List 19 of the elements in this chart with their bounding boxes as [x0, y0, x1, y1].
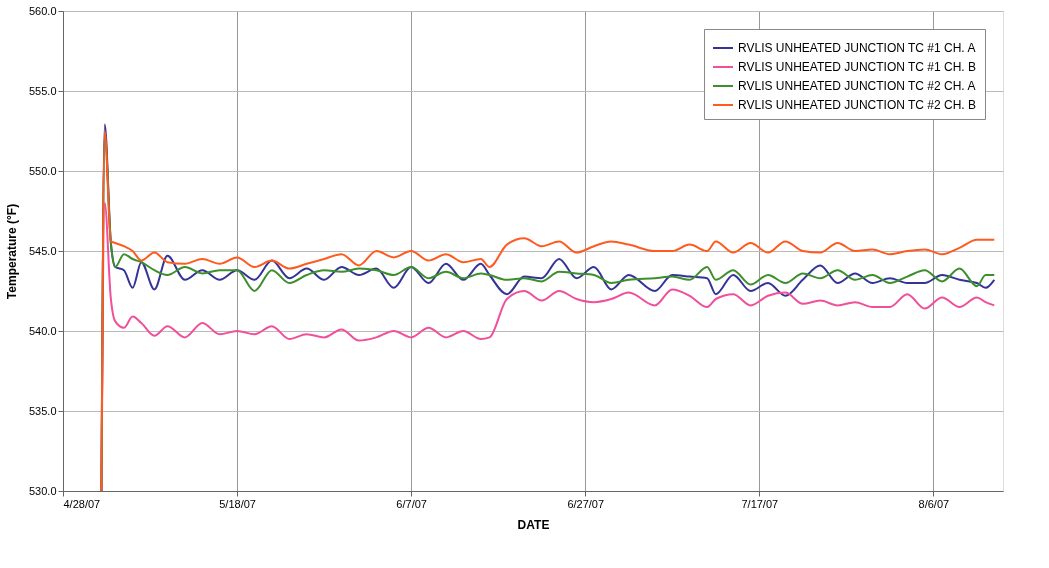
y-tick-label: 560.0 — [28, 4, 57, 17]
y-tick-label: 550.0 — [28, 164, 57, 177]
y-tick-label: 555.0 — [28, 84, 57, 97]
y-axis-title: Temperature (°F) — [4, 203, 19, 300]
x-tick-label: 8/6/07 — [918, 497, 950, 510]
x-tick-label: 4/28/07 — [63, 497, 101, 510]
legend-label: RVLIS UNHEATED JUNCTION TC #1 CH. A — [738, 41, 976, 55]
legend-label: RVLIS UNHEATED JUNCTION TC #2 CH. A — [738, 79, 976, 93]
y-tick-label: 545.0 — [28, 244, 57, 257]
legend-label: RVLIS UNHEATED JUNCTION TC #1 CH. B — [738, 60, 977, 74]
x-tick-label: 6/27/07 — [567, 497, 605, 510]
x-tick-label: 7/17/07 — [741, 497, 779, 510]
y-tick-label: 535.0 — [28, 404, 57, 417]
x-tick-label: 5/18/07 — [219, 497, 256, 510]
x-tick-label: 6/7/07 — [396, 497, 427, 510]
x-axis-title: DATE — [517, 517, 550, 532]
y-tick-label: 540.0 — [28, 324, 57, 337]
y-tick-label: 530.0 — [28, 484, 57, 497]
legend-label: RVLIS UNHEATED JUNCTION TC #2 CH. B — [738, 98, 977, 112]
